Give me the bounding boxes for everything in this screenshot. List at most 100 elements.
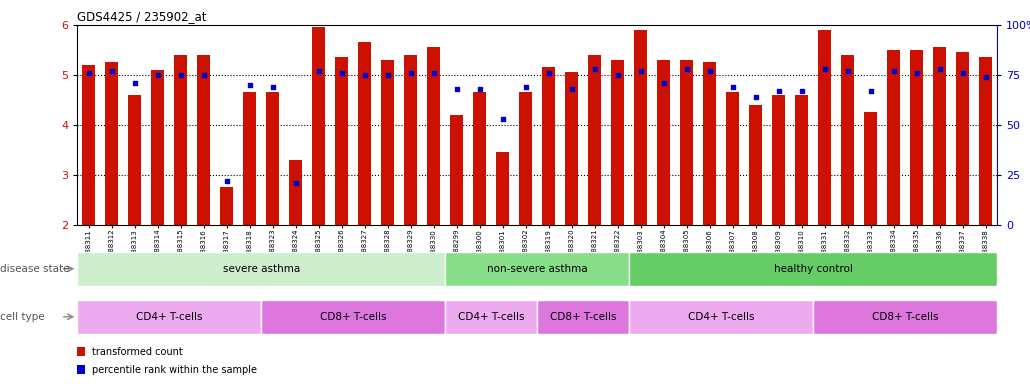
Bar bbox=[336, 58, 348, 225]
Text: severe asthma: severe asthma bbox=[222, 264, 300, 274]
Bar bbox=[543, 68, 555, 225]
Point bbox=[218, 178, 235, 184]
Bar bbox=[629, 252, 997, 286]
Text: CD4+ T-cells: CD4+ T-cells bbox=[688, 312, 754, 322]
Point bbox=[196, 72, 212, 78]
Bar bbox=[680, 60, 693, 225]
Point bbox=[931, 66, 948, 72]
Bar bbox=[565, 73, 578, 225]
Bar bbox=[933, 48, 946, 225]
Text: CD4+ T-cells: CD4+ T-cells bbox=[458, 312, 524, 322]
Bar bbox=[864, 113, 877, 225]
Bar bbox=[474, 93, 486, 225]
Text: CD8+ T-cells: CD8+ T-cells bbox=[550, 312, 616, 322]
Text: CD8+ T-cells: CD8+ T-cells bbox=[320, 312, 386, 322]
Bar bbox=[174, 55, 187, 225]
Bar bbox=[243, 93, 256, 225]
Bar bbox=[772, 95, 785, 225]
Point bbox=[701, 68, 718, 74]
Point bbox=[265, 84, 281, 90]
Text: disease state: disease state bbox=[0, 264, 69, 274]
Bar bbox=[427, 48, 440, 225]
Point bbox=[356, 72, 373, 78]
Point bbox=[80, 70, 97, 76]
Point bbox=[448, 86, 465, 92]
Point bbox=[287, 180, 304, 186]
Bar bbox=[611, 60, 624, 225]
Point bbox=[494, 116, 511, 122]
Text: cell type: cell type bbox=[0, 312, 44, 322]
Bar bbox=[358, 43, 371, 225]
Text: percentile rank within the sample: percentile rank within the sample bbox=[92, 364, 256, 375]
Bar bbox=[726, 93, 739, 225]
Point bbox=[610, 72, 626, 78]
Point bbox=[172, 72, 188, 78]
Bar bbox=[980, 58, 992, 225]
Point bbox=[748, 94, 764, 100]
Bar bbox=[496, 152, 509, 225]
Bar bbox=[911, 50, 923, 225]
Point bbox=[541, 70, 557, 76]
Point bbox=[425, 70, 442, 76]
Text: healthy control: healthy control bbox=[774, 264, 853, 274]
Point bbox=[563, 86, 580, 92]
Bar bbox=[129, 95, 141, 225]
Bar bbox=[749, 105, 762, 225]
Bar bbox=[795, 95, 808, 225]
Point bbox=[103, 68, 119, 74]
Bar bbox=[381, 60, 394, 225]
Bar bbox=[262, 300, 445, 334]
Point bbox=[886, 68, 902, 74]
Point bbox=[379, 72, 396, 78]
Point bbox=[908, 70, 925, 76]
Text: CD8+ T-cells: CD8+ T-cells bbox=[871, 312, 938, 322]
Bar bbox=[151, 70, 164, 225]
Point bbox=[334, 70, 350, 76]
Point bbox=[955, 70, 971, 76]
Point bbox=[310, 68, 327, 74]
Point bbox=[127, 80, 143, 86]
Bar bbox=[82, 65, 95, 225]
Bar bbox=[445, 300, 538, 334]
Point bbox=[149, 72, 166, 78]
Bar bbox=[887, 50, 900, 225]
Bar bbox=[105, 63, 118, 225]
Point bbox=[586, 66, 603, 72]
Point bbox=[655, 80, 672, 86]
Point bbox=[793, 88, 810, 94]
Bar bbox=[813, 300, 997, 334]
Bar bbox=[842, 55, 854, 225]
Point bbox=[517, 84, 534, 90]
Bar bbox=[77, 300, 262, 334]
Bar bbox=[77, 252, 445, 286]
Text: CD4+ T-cells: CD4+ T-cells bbox=[136, 312, 203, 322]
Bar bbox=[538, 300, 629, 334]
Point bbox=[724, 84, 741, 90]
Point bbox=[862, 88, 879, 94]
Bar bbox=[818, 30, 831, 225]
Bar bbox=[657, 60, 670, 225]
Bar bbox=[588, 55, 600, 225]
Point bbox=[839, 68, 856, 74]
Point bbox=[241, 82, 258, 88]
Text: GDS4425 / 235902_at: GDS4425 / 235902_at bbox=[77, 10, 207, 23]
Bar bbox=[445, 252, 629, 286]
Point bbox=[679, 66, 695, 72]
Point bbox=[632, 68, 649, 74]
Bar bbox=[634, 30, 647, 225]
Text: transformed count: transformed count bbox=[92, 346, 182, 357]
Bar bbox=[519, 93, 531, 225]
Bar bbox=[289, 160, 302, 225]
Point bbox=[403, 70, 419, 76]
Text: non-severe asthma: non-severe asthma bbox=[487, 264, 587, 274]
Bar bbox=[629, 300, 813, 334]
Point bbox=[817, 66, 833, 72]
Bar bbox=[220, 187, 233, 225]
Bar bbox=[405, 55, 417, 225]
Bar bbox=[450, 115, 464, 225]
Bar bbox=[703, 63, 716, 225]
Bar bbox=[312, 28, 325, 225]
Bar bbox=[198, 55, 210, 225]
Bar bbox=[267, 93, 279, 225]
Point bbox=[472, 86, 488, 92]
